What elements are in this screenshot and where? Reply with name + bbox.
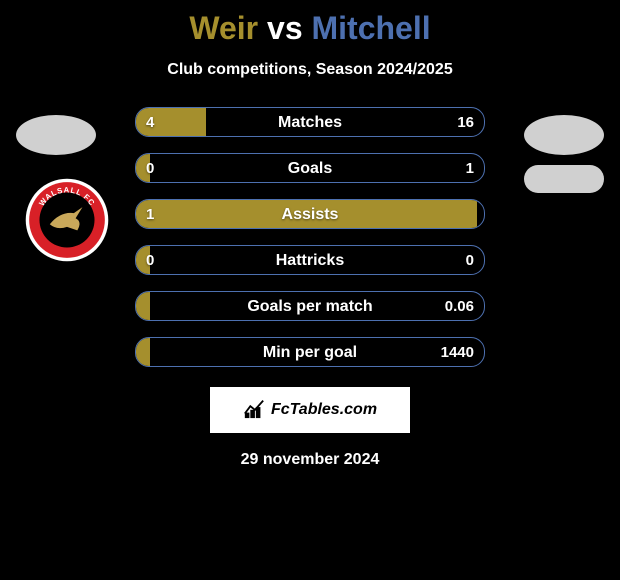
stat-value-right: 0.06 (445, 292, 474, 321)
stat-value-right: 1440 (441, 338, 474, 367)
stat-value-left: 0 (146, 246, 154, 275)
stat-value-left: 4 (146, 108, 154, 137)
stat-label: Goals (136, 154, 484, 183)
chart-area: WALSALL FC Matches416Goals01Assists1Hatt… (0, 107, 620, 367)
stat-row: Assists1 (135, 199, 485, 229)
stat-row: Goals0 1 (135, 153, 485, 183)
stat-value-left: 0 (146, 154, 154, 183)
stat-label: Hattricks (136, 246, 484, 275)
branding-text: FcTables.com (271, 401, 377, 419)
stat-label: Matches (136, 108, 484, 137)
header-title: Weir vs Mitchell (0, 0, 620, 47)
player1-logo-placeholder (16, 115, 96, 155)
player2-logo-placeholder-2 (524, 165, 604, 193)
stat-label: Goals per match (136, 292, 484, 321)
subtitle: Club competitions, Season 2024/2025 (0, 61, 620, 79)
versus-text: vs (267, 10, 303, 46)
stat-row: Min per goal1440 (135, 337, 485, 367)
stat-label: Min per goal (136, 338, 484, 367)
stat-label: Assists (136, 200, 484, 229)
stat-value-left: 1 (146, 200, 154, 229)
stat-row: Matches4 16 (135, 107, 485, 137)
player2-name: Mitchell (312, 10, 431, 46)
stat-row: Hattricks0 0 (135, 245, 485, 275)
player2-logo-placeholder (524, 115, 604, 155)
stat-bars: Matches416Goals01Assists1Hattricks00Goal… (135, 107, 485, 367)
player1-name: Weir (189, 10, 258, 46)
branding-box: FcTables.com (210, 387, 410, 433)
chart-icon (243, 397, 265, 424)
footer-date: 29 november 2024 (0, 451, 620, 469)
stat-row: Goals per match0.06 (135, 291, 485, 321)
stat-value-right: 1 (466, 154, 474, 183)
stat-value-right: 16 (457, 108, 474, 137)
stat-value-right: 0 (466, 246, 474, 275)
club-badge-walsall: WALSALL FC (24, 177, 110, 263)
